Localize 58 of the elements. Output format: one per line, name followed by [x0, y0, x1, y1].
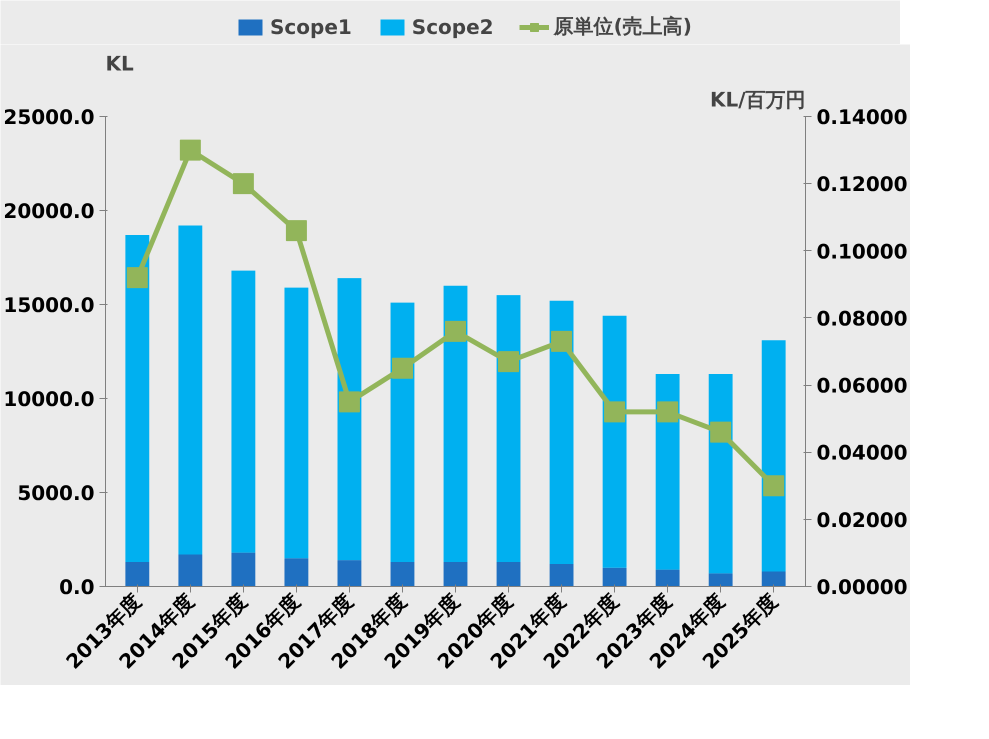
bar [390, 302, 414, 562]
bar [390, 562, 414, 586]
bar [550, 300, 574, 564]
y2-tick-label: 0.12000 [816, 172, 908, 196]
bar [602, 568, 627, 586]
y-axis-title: KL [106, 52, 134, 76]
point [604, 401, 626, 422]
bar [762, 571, 786, 586]
point [657, 401, 678, 422]
bar [125, 562, 150, 586]
bar [231, 270, 256, 553]
point [710, 422, 732, 443]
y2-tick-label: 0.06000 [816, 374, 908, 398]
y-tick-label: 15000.0 [3, 293, 94, 317]
y2-tick-label: 0.04000 [816, 440, 908, 465]
bar [708, 573, 733, 586]
point [180, 140, 201, 161]
point [338, 391, 360, 412]
y-tick-label: 5000.0 [17, 481, 95, 505]
point [445, 320, 466, 342]
legend-label: Scope2 [412, 14, 494, 38]
bar [656, 570, 680, 586]
bar [178, 554, 202, 586]
bar [338, 278, 362, 560]
y-tick-label: 20000.0 [3, 199, 94, 223]
bar [444, 286, 468, 562]
point [763, 475, 784, 496]
y2-tick-label: 0.08000 [816, 306, 908, 330]
y-tick-label: 25000.0 [3, 105, 94, 129]
bar [284, 288, 308, 558]
bar [496, 295, 520, 562]
bar [602, 316, 627, 568]
bar [656, 374, 680, 570]
bar [125, 234, 150, 562]
bar [444, 562, 468, 586]
bar [550, 564, 574, 586]
point [286, 220, 307, 242]
legend-label: Scope1 [270, 14, 352, 38]
y2-tick-label: 0.14000 [816, 105, 908, 129]
legend-label: 原単位(売上高) [554, 13, 692, 40]
y2-tick-label: 0.00000 [816, 575, 908, 599]
point [392, 358, 413, 379]
point [126, 267, 148, 288]
y-tick-label: 0.0 [59, 575, 95, 599]
point [232, 173, 254, 194]
bar [178, 226, 202, 555]
y-tick-label: 10000.0 [3, 387, 94, 411]
point [551, 330, 572, 352]
bar [338, 560, 362, 586]
y2-axis-title: KL/百万円 [710, 88, 806, 112]
bar [762, 340, 786, 572]
point [498, 351, 520, 372]
y2-tick-label: 0.10000 [816, 239, 908, 264]
bar [496, 562, 520, 586]
bar [708, 374, 733, 574]
bar [231, 552, 256, 586]
bar [284, 558, 308, 586]
y2-tick-label: 0.02000 [816, 508, 908, 532]
